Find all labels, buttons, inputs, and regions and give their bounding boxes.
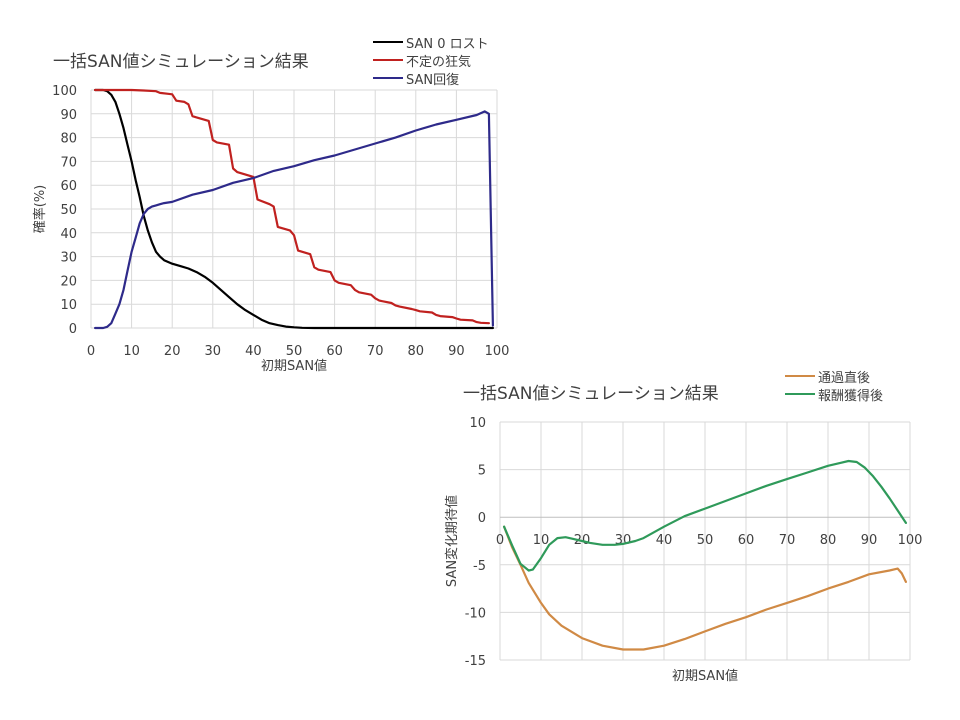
legend-item-san-recovery: SAN回復 <box>373 69 489 88</box>
series-line <box>503 525 908 651</box>
legend-label: SAN回復 <box>406 72 460 88</box>
legend-swatch-icon <box>373 41 403 43</box>
x-tick-label: 0 <box>87 344 95 359</box>
x-tick-label: 30 <box>615 533 632 548</box>
x-tick-label: 60 <box>326 344 343 359</box>
y-tick-label: 50 <box>60 203 77 218</box>
y-tick-label: -15 <box>465 654 486 669</box>
legend-swatch-icon <box>373 59 403 61</box>
x-tick-label: 50 <box>286 344 303 359</box>
series-line <box>93 88 494 330</box>
x-tick-label: 40 <box>245 344 262 359</box>
x-tick-label: 80 <box>820 533 837 548</box>
y-tick-label: 30 <box>60 251 77 266</box>
x-tick-label: 90 <box>448 344 465 359</box>
y-axis-title: SAN変化期待値 <box>444 495 460 587</box>
y-tick-label: 20 <box>60 274 77 289</box>
x-tick-label: 70 <box>367 344 384 359</box>
y-tick-label: 10 <box>60 298 77 313</box>
series-line <box>503 459 908 572</box>
x-tick-label: 90 <box>861 533 878 548</box>
legend-label: 通過直後 <box>818 370 871 386</box>
y-tick-label: 10 <box>469 416 486 431</box>
x-tick-label: 10 <box>533 533 550 548</box>
y-tick-label: -5 <box>473 559 486 574</box>
legend-item-after-pass: 通過直後 <box>785 367 883 386</box>
legend-item-after-reward: 報酬獲得後 <box>785 385 884 404</box>
x-tick-label: 30 <box>205 344 222 359</box>
y-tick-label: 0 <box>478 511 486 526</box>
x-tick-label: 40 <box>656 533 673 548</box>
x-tick-label: 80 <box>408 344 425 359</box>
series-line <box>93 110 494 330</box>
legend-label: SAN 0 ロスト <box>406 36 489 52</box>
x-axis-title: 初期SAN値 <box>261 358 327 374</box>
chart-title: 一括SAN値シミュレーション結果 <box>53 52 309 72</box>
x-tick-label: 60 <box>738 533 755 548</box>
y-tick-label: 70 <box>60 155 77 170</box>
x-tick-label: 100 <box>898 533 923 548</box>
y-tick-label: 80 <box>60 132 77 147</box>
legend-swatch-icon <box>785 375 815 377</box>
legend-swatch-icon <box>373 77 403 79</box>
x-tick-label: 50 <box>697 533 714 548</box>
series-line <box>93 88 490 325</box>
x-axis-title: 初期SAN値 <box>672 668 738 684</box>
y-axis-title: 確率(%) <box>32 185 48 234</box>
x-tick-label: 20 <box>164 344 181 359</box>
x-tick-label: 10 <box>123 344 140 359</box>
x-tick-label: 100 <box>485 344 510 359</box>
legend-label: 不定の狂気 <box>406 54 472 70</box>
chart-legend: SAN 0 ロスト 不定の狂気 SAN回復 <box>373 33 489 88</box>
y-tick-label: 40 <box>60 227 77 242</box>
chart-legend: 通過直後 報酬獲得後 <box>785 367 884 404</box>
y-tick-label: 90 <box>60 108 77 123</box>
x-tick-label: 0 <box>496 533 504 548</box>
x-tick-label: 70 <box>779 533 796 548</box>
plot-area: 0 10 20 30 40 50 60 70 80 90 100 0 10 20 30 40 50 60 70 80 9… <box>32 84 510 374</box>
chart-top: 一括SAN値シミュレーション結果 SAN 0 ロスト 不定の狂気 SAN回復 0… <box>0 0 520 380</box>
y-tick-label: 60 <box>60 179 77 194</box>
y-tick-label: 5 <box>478 464 486 479</box>
legend-item-san0-lost: SAN 0 ロスト <box>373 33 489 52</box>
legend-swatch-icon <box>785 393 815 395</box>
y-tick-label: 0 <box>69 322 77 337</box>
chart-title: 一括SAN値シミュレーション結果 <box>463 384 719 404</box>
y-tick-label: -10 <box>465 606 486 621</box>
legend-item-madness: 不定の狂気 <box>373 51 489 70</box>
y-tick-label: 100 <box>52 84 77 99</box>
legend-label: 報酬獲得後 <box>818 388 884 404</box>
